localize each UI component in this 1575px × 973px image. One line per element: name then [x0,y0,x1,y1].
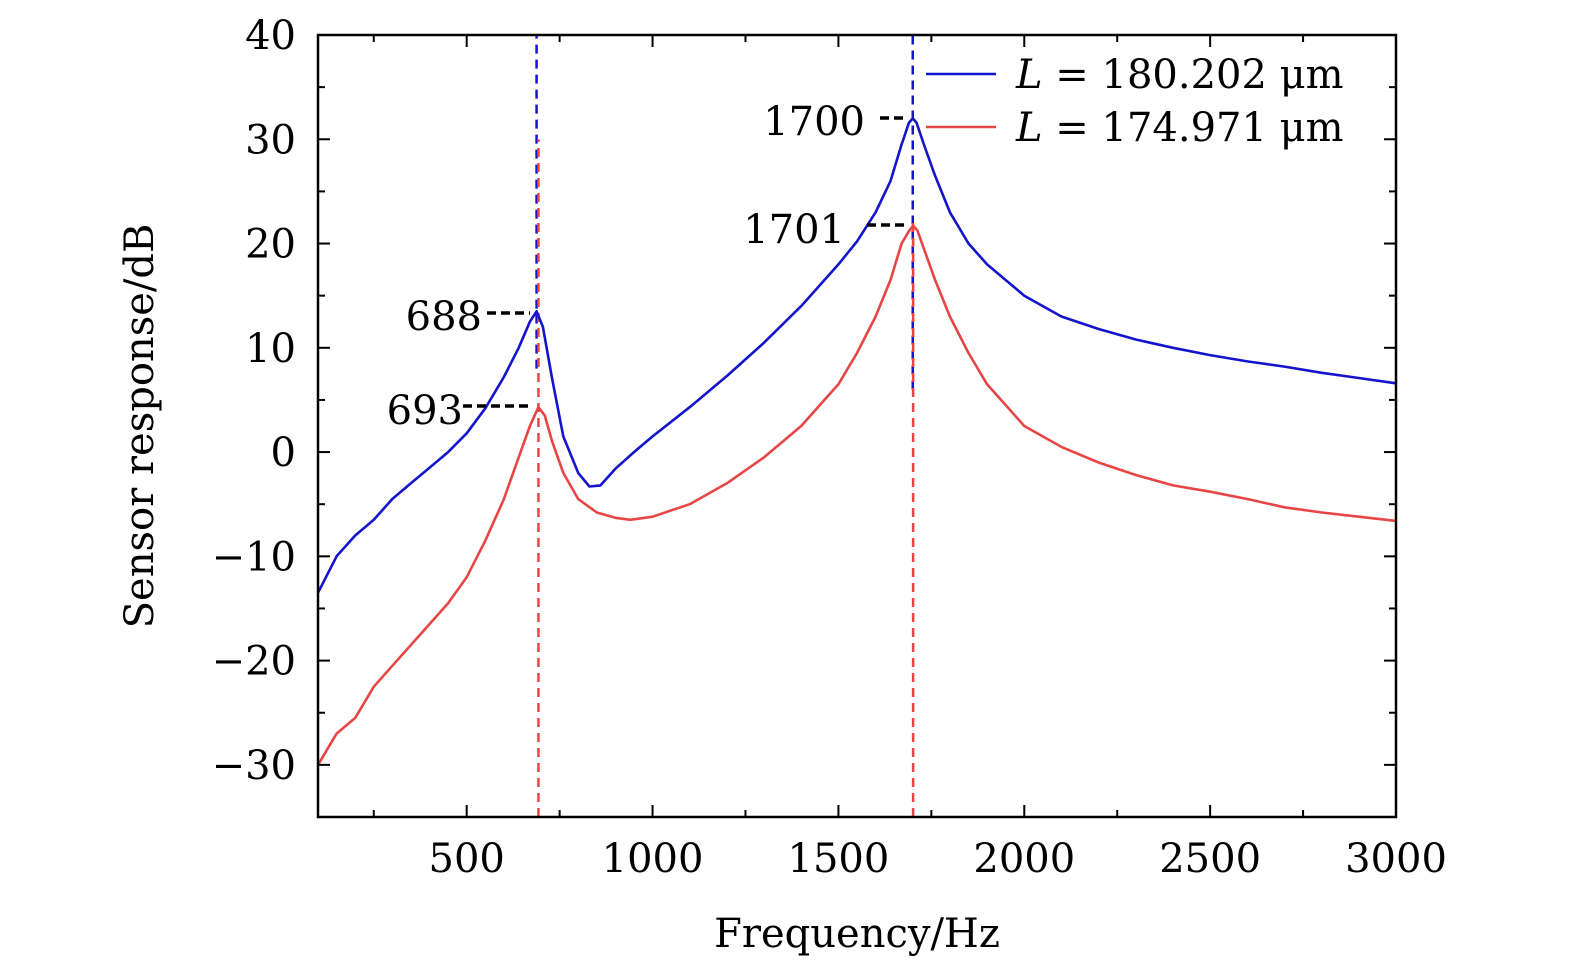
legend: L = 180.202 μm L = 174.971 μm [926,52,1344,151]
x-tick-label: 2500 [1159,836,1261,882]
x-tick-label: 3000 [1345,836,1447,882]
y-tick-label: 40 [245,13,296,59]
legend-label-2: L = 174.971 μm [1015,105,1344,151]
peak-label-693: 693 [387,388,463,434]
x-tick-label: 2000 [973,836,1075,882]
reference-lines [535,35,915,817]
y-tick-label: 20 [245,222,296,268]
x-axis-title: Frequency/Hz [714,911,1000,957]
y-tick-label: −20 [212,639,296,685]
x-tick-label: 1000 [602,836,704,882]
peak-label-688: 688 [406,294,482,340]
x-tick-label: 1500 [788,836,890,882]
peak-label-1700: 1700 [763,99,865,145]
y-tick-label: −30 [212,743,296,789]
y-tick-label: 10 [245,326,296,372]
series-line-1 [316,117,1397,594]
peak-annotations: 688 693 1700 1701 [387,99,904,434]
y-tick-label: 0 [271,430,296,476]
y-tick-label: 30 [245,117,296,163]
axis-ticks: 500 1000 1500 2000 2500 3000 −30 −20 −10 0 10 20 30 4… [212,13,1447,882]
peak-label-1701: 1701 [743,207,845,253]
plot-frame [316,33,1398,819]
y-tick-label: −10 [212,534,296,580]
series-lines [316,117,1397,766]
legend-label-1: L = 180.202 μm [1015,52,1344,98]
series-line-2 [316,224,1397,766]
y-axis-title: Sensor response/dB [117,224,163,629]
x-tick-label: 500 [429,836,505,882]
